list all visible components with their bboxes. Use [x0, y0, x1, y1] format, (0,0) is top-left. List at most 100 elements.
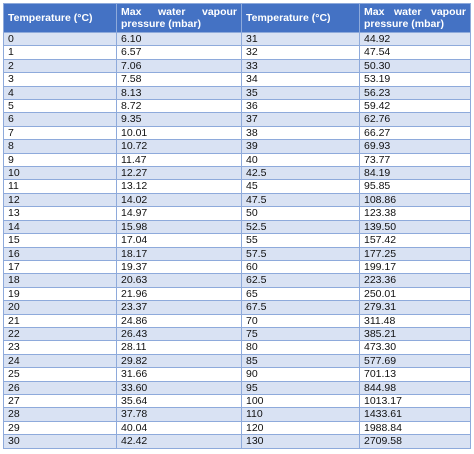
- cell-temperature-left: 5: [3, 99, 117, 114]
- table-row: 9 11.47 40 73.77: [3, 152, 471, 168]
- cell-pressure-right: 577.69: [359, 353, 471, 369]
- cell-pressure-left: 37.78: [116, 407, 242, 422]
- table-row: 16 18.17 57.5 177.25: [3, 246, 471, 261]
- cell-pressure-right: 44.92: [359, 31, 471, 47]
- cell-pressure-right: 701.13: [359, 367, 471, 382]
- cell-pressure-right: 73.77: [359, 152, 471, 168]
- cell-temperature-right: 47.5: [241, 192, 360, 208]
- cell-temperature-right: 31: [241, 31, 360, 47]
- cell-pressure-left: 19.37: [116, 259, 242, 275]
- cell-pressure-left: 18.17: [116, 246, 242, 261]
- table-row: 1 6.57 32 47.54: [3, 45, 471, 60]
- cell-temperature-left: 7: [3, 125, 117, 141]
- cell-temperature-right: 70: [241, 313, 360, 328]
- cell-temperature-left: 16: [3, 246, 117, 261]
- cell-pressure-left: 17.04: [116, 233, 242, 248]
- table-row: 30 42.42 130 2709.58: [3, 434, 471, 449]
- cell-pressure-left: 26.43: [116, 326, 242, 342]
- table-row: 14 15.98 52.5 139.50: [3, 219, 471, 235]
- cell-pressure-right: 1988.84: [359, 420, 471, 436]
- cell-temperature-right: 110: [241, 407, 360, 422]
- header-temperature-left: Temperature (°C): [3, 3, 117, 33]
- cell-pressure-left: 28.11: [116, 340, 242, 355]
- cell-temperature-left: 26: [3, 380, 117, 395]
- cell-temperature-left: 29: [3, 420, 117, 436]
- cell-temperature-left: 23: [3, 340, 117, 355]
- header-temperature-right-label: Temperature (°C): [246, 12, 331, 24]
- cell-temperature-left: 15: [3, 233, 117, 248]
- cell-pressure-left: 8.13: [116, 85, 242, 101]
- cell-temperature-right: 75: [241, 326, 360, 342]
- table-row: 13 14.97 50 123.38: [3, 206, 471, 221]
- vapour-pressure-table: Temperature (°C) Max water vapour pressu…: [3, 3, 471, 449]
- table-row: 19 21.96 65 250.01: [3, 286, 471, 302]
- cell-pressure-left: 8.72: [116, 99, 242, 114]
- table-row: 27 35.64 100 1013.17: [3, 393, 471, 409]
- cell-pressure-left: 23.37: [116, 300, 242, 315]
- cell-temperature-left: 14: [3, 219, 117, 235]
- cell-temperature-right: 52.5: [241, 219, 360, 235]
- cell-temperature-right: 120: [241, 420, 360, 436]
- cell-pressure-right: 311.48: [359, 313, 471, 328]
- cell-pressure-left: 6.10: [116, 31, 242, 47]
- cell-temperature-right: 60: [241, 259, 360, 275]
- cell-pressure-left: 31.66: [116, 367, 242, 382]
- table-body: 0 6.10 31 44.92 1 6.57 32 47.54 2 7.06 33 50.30 3 7.5…: [3, 31, 471, 449]
- header-pressure-left-line2: pressure (mbar): [121, 18, 201, 30]
- header-pressure-right-line2: pressure (mbar): [364, 18, 444, 30]
- cell-pressure-right: 53.19: [359, 72, 471, 87]
- table-row: 20 23.37 67.5 279.31: [3, 300, 471, 315]
- cell-temperature-right: 34: [241, 72, 360, 87]
- cell-pressure-right: 62.76: [359, 112, 471, 127]
- table-row: 26 33.60 95 844.98: [3, 380, 471, 395]
- cell-temperature-right: 100: [241, 393, 360, 409]
- cell-temperature-left: 19: [3, 286, 117, 302]
- cell-temperature-right: 37: [241, 112, 360, 127]
- cell-pressure-left: 35.64: [116, 393, 242, 409]
- header-pressure-right-line1: Max water vapour: [364, 6, 466, 18]
- cell-temperature-left: 0: [3, 31, 117, 47]
- cell-pressure-right: 66.27: [359, 125, 471, 141]
- cell-temperature-left: 11: [3, 179, 117, 194]
- cell-pressure-left: 14.02: [116, 192, 242, 208]
- cell-pressure-right: 108.86: [359, 192, 471, 208]
- cell-pressure-left: 14.97: [116, 206, 242, 221]
- cell-pressure-left: 15.98: [116, 219, 242, 235]
- table-row: 25 31.66 90 701.13: [3, 367, 471, 382]
- cell-temperature-left: 17: [3, 259, 117, 275]
- cell-temperature-left: 20: [3, 300, 117, 315]
- cell-pressure-left: 6.57: [116, 45, 242, 60]
- table-row: 18 20.63 62.5 223.36: [3, 273, 471, 288]
- cell-temperature-right: 80: [241, 340, 360, 355]
- cell-temperature-left: 27: [3, 393, 117, 409]
- cell-pressure-left: 24.86: [116, 313, 242, 328]
- cell-temperature-left: 6: [3, 112, 117, 127]
- cell-pressure-right: 50.30: [359, 58, 471, 74]
- cell-pressure-right: 69.93: [359, 139, 471, 154]
- cell-pressure-right: 844.98: [359, 380, 471, 395]
- cell-temperature-left: 30: [3, 434, 117, 449]
- cell-temperature-right: 39: [241, 139, 360, 154]
- cell-pressure-left: 20.63: [116, 273, 242, 288]
- table-row: 6 9.35 37 62.76: [3, 112, 471, 127]
- cell-temperature-right: 67.5: [241, 300, 360, 315]
- table-row: 10 12.27 42.5 84.19: [3, 166, 471, 181]
- cell-pressure-right: 84.19: [359, 166, 471, 181]
- cell-pressure-right: 177.25: [359, 246, 471, 261]
- cell-temperature-right: 62.5: [241, 273, 360, 288]
- cell-temperature-right: 38: [241, 125, 360, 141]
- cell-pressure-left: 11.47: [116, 152, 242, 168]
- cell-temperature-left: 3: [3, 72, 117, 87]
- table-row: 12 14.02 47.5 108.86: [3, 192, 471, 208]
- cell-temperature-left: 24: [3, 353, 117, 369]
- cell-temperature-right: 50: [241, 206, 360, 221]
- cell-pressure-left: 12.27: [116, 166, 242, 181]
- cell-temperature-right: 36: [241, 99, 360, 114]
- table-row: 11 13.12 45 95.85: [3, 179, 471, 194]
- cell-pressure-left: 7.06: [116, 58, 242, 74]
- cell-temperature-right: 42.5: [241, 166, 360, 181]
- header-temperature-left-label: Temperature (°C): [8, 12, 93, 24]
- cell-pressure-right: 139.50: [359, 219, 471, 235]
- cell-pressure-left: 21.96: [116, 286, 242, 302]
- table-row: 5 8.72 36 59.42: [3, 99, 471, 114]
